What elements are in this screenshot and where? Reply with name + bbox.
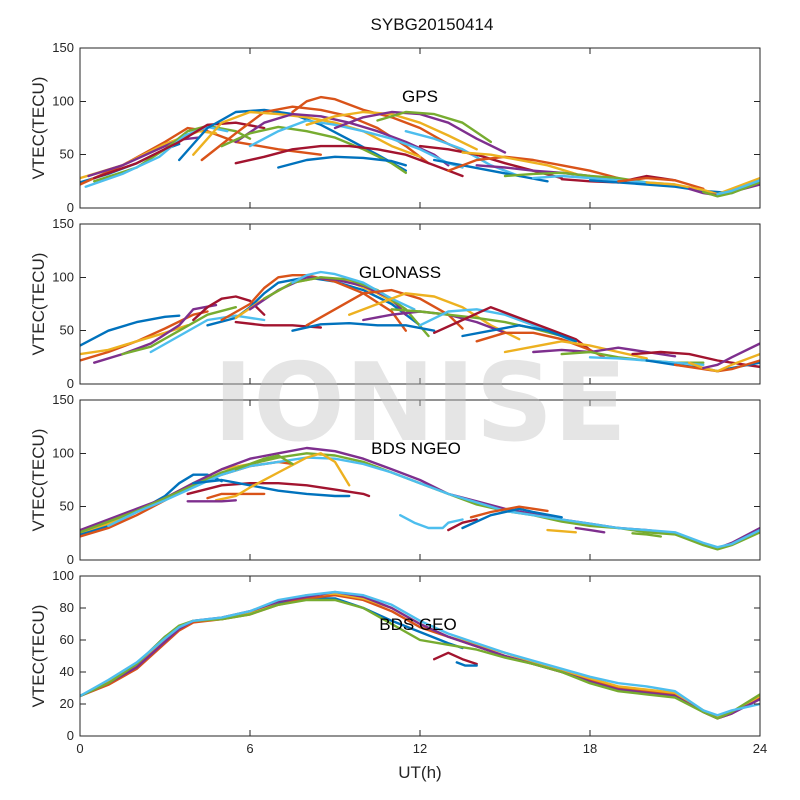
panel-3: 0 50 100 150 VTEC(TECU) BDS NGEO [29, 392, 761, 567]
y-tick-label: 0 [67, 728, 74, 743]
y-tick-label: 100 [52, 445, 74, 460]
series-line [186, 482, 371, 498]
panel-label: GLONASS [359, 263, 441, 282]
series-line [447, 155, 620, 180]
series-line [248, 119, 464, 169]
panel-series-group [80, 270, 760, 373]
series-line [461, 507, 563, 530]
series-line [503, 171, 648, 184]
y-tick-label: 0 [67, 552, 74, 567]
panel-1: 0 50 100 150 VTEC(TECU) GPS [29, 40, 761, 215]
y-tick-label: 80 [60, 600, 74, 615]
series-line [433, 651, 478, 666]
series-line [220, 274, 407, 332]
series-line [716, 179, 760, 196]
panel-4: 0 20 40 60 80 100 0 6 12 18 24 VTEC(TECU) BDS GEO [29, 568, 767, 756]
y-tick-label: 0 [67, 200, 74, 215]
series-line [305, 110, 478, 151]
series-line [80, 310, 209, 362]
series-line [469, 505, 549, 519]
series-line [404, 130, 521, 178]
series-line [461, 324, 577, 343]
y-tick-label: 150 [52, 40, 74, 55]
series-line [291, 95, 478, 158]
series-line [107, 456, 760, 549]
series-line [121, 306, 237, 356]
series-line [234, 454, 294, 471]
series-line [503, 340, 648, 360]
series-line [455, 661, 478, 667]
series-line [433, 306, 592, 352]
x-tick-label: 24 [753, 741, 767, 756]
y-tick-label: 20 [60, 696, 74, 711]
figure-title: SYBG20150414 [371, 15, 494, 34]
series-line [617, 176, 705, 190]
series-line [80, 314, 181, 347]
series-line [631, 532, 662, 538]
series-line [702, 181, 760, 198]
series-line [80, 590, 760, 717]
series-line [291, 322, 436, 332]
y-tick-label: 150 [52, 392, 74, 407]
panel-series-group [80, 446, 760, 551]
series-line [234, 144, 464, 178]
series-line [206, 492, 266, 500]
x-axis-label: UT(h) [398, 763, 441, 782]
series-line [399, 514, 464, 530]
series-line [574, 526, 606, 534]
series-line [447, 518, 478, 532]
series-line [376, 110, 492, 144]
y-axis-label: VTEC(TECU) [29, 605, 48, 708]
panel-label: BDS GEO [379, 615, 456, 634]
series-line [433, 158, 549, 183]
panel-2: 0 50 100 150 VTEC(TECU) GLONASS [29, 216, 761, 391]
series-line [186, 499, 237, 503]
series-line [702, 342, 760, 370]
series-line [348, 292, 521, 341]
series-line [80, 594, 760, 720]
panel-label: BDS NGEO [371, 439, 461, 458]
y-tick-label: 60 [60, 632, 74, 647]
y-tick-label: 40 [60, 664, 74, 679]
x-tick-label: 6 [246, 741, 253, 756]
series-line [192, 110, 422, 158]
y-axis-label: VTEC(TECU) [29, 429, 48, 532]
y-tick-label: 50 [60, 323, 74, 338]
y-tick-label: 100 [52, 93, 74, 108]
y-tick-label: 50 [60, 147, 74, 162]
y-tick-label: 100 [52, 568, 74, 583]
series-line [192, 478, 351, 498]
series-line [149, 314, 266, 354]
x-tick-label: 0 [76, 741, 83, 756]
y-tick-label: 150 [52, 216, 74, 231]
series-line [645, 176, 760, 196]
panel-series-group [80, 590, 760, 720]
y-axis-label: VTEC(TECU) [29, 77, 48, 180]
series-line [277, 155, 407, 169]
panels-group: 0 50 100 150 VTEC(TECU) GPS 0 50 100 150 VTEC(TECU… [29, 40, 767, 756]
panel-label: GPS [402, 87, 438, 106]
series-line [461, 151, 577, 176]
x-tick-label: 18 [583, 741, 597, 756]
x-tick-label: 12 [413, 741, 427, 756]
panel-series-group [80, 95, 760, 198]
series-line [93, 303, 218, 364]
series-line [688, 352, 760, 373]
y-tick-label: 50 [60, 499, 74, 514]
y-tick-label: 0 [67, 376, 74, 391]
series-line [546, 528, 577, 534]
series-line [93, 121, 266, 180]
y-tick-label: 100 [52, 269, 74, 284]
watermark-text: IONISE [213, 341, 627, 466]
y-axis-label: VTEC(TECU) [29, 253, 48, 356]
